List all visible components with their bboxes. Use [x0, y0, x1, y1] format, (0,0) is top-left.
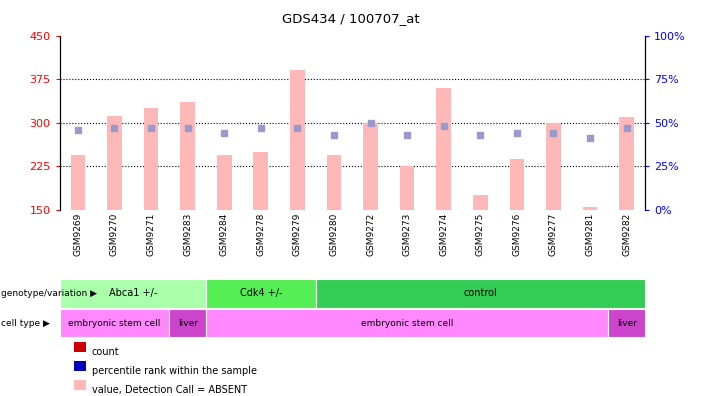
Bar [437, 88, 451, 210]
Bar [107, 116, 122, 210]
Bar [144, 108, 158, 210]
Bar [180, 103, 195, 210]
Bar [217, 155, 231, 210]
Bar [510, 159, 524, 210]
Text: Abca1 +/-: Abca1 +/- [109, 288, 157, 299]
Text: count: count [92, 347, 119, 357]
Bar [619, 117, 634, 210]
Text: liver: liver [177, 319, 198, 327]
Text: cell type ▶: cell type ▶ [1, 319, 50, 327]
Bar [254, 152, 268, 210]
Bar [546, 123, 561, 210]
Bar [290, 70, 305, 210]
Text: control: control [463, 288, 497, 299]
Text: percentile rank within the sample: percentile rank within the sample [92, 366, 257, 376]
Bar [583, 207, 597, 210]
Text: embryonic stem cell: embryonic stem cell [361, 319, 454, 327]
Bar [400, 166, 414, 210]
Text: liver: liver [617, 319, 637, 327]
Bar [327, 155, 341, 210]
Bar [473, 195, 488, 210]
Text: value, Detection Call = ABSENT: value, Detection Call = ABSENT [92, 385, 247, 395]
Text: embryonic stem cell: embryonic stem cell [68, 319, 161, 327]
Bar [363, 123, 378, 210]
Text: Cdk4 +/-: Cdk4 +/- [240, 288, 282, 299]
Bar [71, 155, 86, 210]
Text: genotype/variation ▶: genotype/variation ▶ [1, 289, 97, 298]
Text: GDS434 / 100707_at: GDS434 / 100707_at [282, 12, 419, 25]
